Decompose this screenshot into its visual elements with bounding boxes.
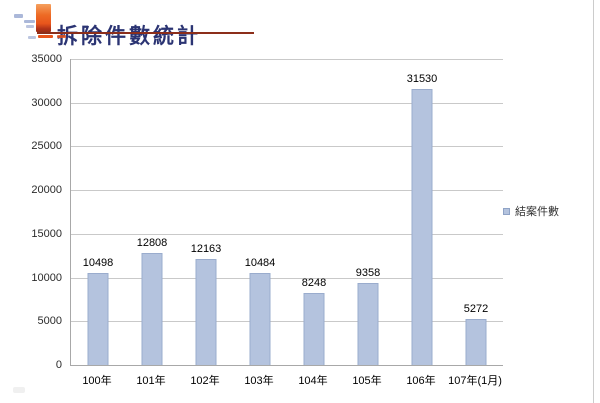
page-title: 拆除件數統計 bbox=[57, 24, 201, 49]
x-axis-category-labels: 100年 101年 102年 103年 104年 105年 106年 107年(1月) bbox=[70, 372, 502, 388]
bar-value-label: 12163 bbox=[190, 242, 222, 255]
decorative-fragment bbox=[38, 35, 53, 38]
orange-stamp-bullet-icon bbox=[36, 4, 51, 32]
decorative-fragment bbox=[24, 20, 35, 23]
bar-value-label: 10498 bbox=[82, 257, 114, 270]
bar-101年 bbox=[141, 253, 163, 365]
bar-100年 bbox=[87, 273, 109, 365]
x-axis-label: 102年 bbox=[190, 375, 220, 387]
bar-slot: 12808 bbox=[125, 59, 179, 365]
decorative-fragment bbox=[28, 36, 36, 39]
x-axis-label: 100年 bbox=[82, 375, 112, 387]
bar-105年 bbox=[357, 283, 379, 365]
x-axis-label: 106年 bbox=[406, 375, 436, 387]
bar-107年(1月) bbox=[465, 318, 487, 365]
bar-value-label: 12808 bbox=[136, 237, 168, 250]
decorative-fragment bbox=[13, 387, 25, 393]
bar-slot: 31530 bbox=[395, 59, 449, 365]
bar-slot: 9358 bbox=[341, 59, 395, 365]
bar-102年 bbox=[195, 258, 217, 365]
gridline bbox=[71, 233, 503, 235]
plot-area: 10498 12808 12163 10484 8248 9358 31530 5272 bbox=[70, 59, 503, 366]
gridline bbox=[71, 277, 503, 279]
bar-slot: 10498 bbox=[71, 59, 125, 365]
y-axis-tick-label: 15000 bbox=[31, 227, 62, 240]
bar-103年 bbox=[249, 273, 271, 365]
x-axis-label: 101年 bbox=[136, 375, 166, 387]
gridline bbox=[71, 59, 503, 60]
bar-slot: 8248 bbox=[287, 59, 341, 365]
x-axis-label: 103年 bbox=[244, 375, 274, 387]
bar-slot: 12163 bbox=[179, 59, 233, 365]
bar-106年 bbox=[411, 89, 433, 365]
x-axis-label: 107年(1月) bbox=[448, 375, 502, 387]
bar-value-label: 10484 bbox=[244, 257, 276, 270]
decorative-fragment bbox=[14, 14, 23, 18]
y-axis-tick-label: 10000 bbox=[31, 271, 62, 284]
frame-right-border bbox=[593, 0, 594, 403]
bar-value-label: 9358 bbox=[355, 267, 381, 280]
legend-series-label: 結案件數 bbox=[515, 206, 559, 218]
x-axis-label: 105年 bbox=[352, 375, 382, 387]
legend-swatch-icon bbox=[503, 207, 510, 215]
bar-slot: 5272 bbox=[449, 59, 503, 365]
chart-legend: 結案件數 bbox=[503, 203, 559, 219]
y-axis-tick-label: 5000 bbox=[37, 315, 62, 328]
gridline bbox=[71, 321, 503, 323]
y-axis-tick-labels: 0 5000 10000 15000 20000 25000 30000 35000 bbox=[0, 53, 62, 371]
y-axis-tick-label: 30000 bbox=[31, 96, 62, 109]
decorative-fragment bbox=[26, 25, 34, 28]
bar-104年 bbox=[303, 292, 325, 365]
bar-value-label: 5272 bbox=[463, 302, 489, 315]
bar-value-label: 8248 bbox=[301, 276, 327, 289]
x-axis-label: 104年 bbox=[298, 375, 328, 387]
title-underline bbox=[37, 32, 254, 34]
bar-slot: 10484 bbox=[233, 59, 287, 365]
bar-value-label: 31530 bbox=[406, 73, 438, 86]
y-axis-tick-label: 0 bbox=[55, 359, 62, 371]
gridline bbox=[71, 146, 503, 148]
gridline bbox=[71, 102, 503, 104]
gridline bbox=[71, 190, 503, 192]
decorative-fragment bbox=[57, 35, 66, 38]
y-axis-tick-label: 25000 bbox=[31, 140, 62, 153]
y-axis-tick-label: 20000 bbox=[31, 184, 62, 197]
y-axis-tick-label: 35000 bbox=[31, 53, 62, 65]
